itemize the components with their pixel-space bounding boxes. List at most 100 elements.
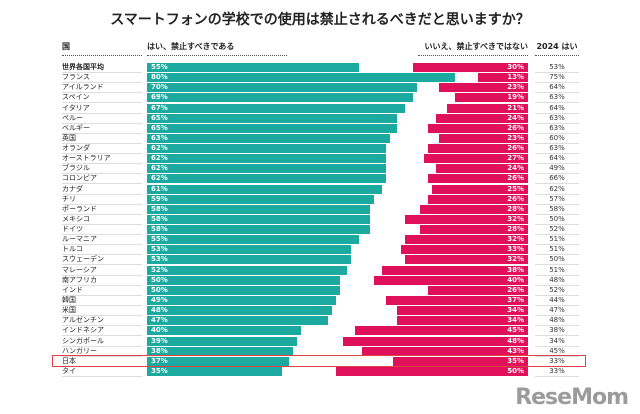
yes-bar: 55%	[147, 63, 359, 72]
no-bar: 21%	[447, 103, 528, 113]
yes-bar: 37%	[147, 356, 290, 366]
yes-bar: 58%	[147, 204, 371, 214]
prev-year-value: 38%	[535, 325, 579, 337]
country-label: スペイン	[62, 92, 142, 104]
highlight-box	[52, 355, 586, 368]
country-label: チリ	[62, 194, 142, 205]
no-bar: 27%	[424, 154, 528, 164]
prev-year-value: 57%	[535, 194, 579, 205]
yes-bar: 39%	[147, 336, 298, 346]
no-bar: 45%	[354, 326, 528, 336]
prev-year-value: 64%	[535, 153, 579, 165]
country-label: アルゼンチン	[62, 315, 142, 327]
no-bar: 35%	[393, 356, 528, 366]
yes-bar: 35%	[147, 366, 282, 376]
prev-year-value: 75%	[535, 72, 579, 84]
prev-year-value: 51%	[535, 244, 579, 256]
yes-bar: 40%	[147, 326, 301, 336]
prev-year-value: 62%	[535, 184, 579, 195]
no-bar: 26%	[427, 194, 528, 204]
country-label: タイ	[62, 366, 142, 377]
header-country: 国	[62, 41, 142, 56]
yes-bar: 63%	[147, 133, 390, 143]
no-bar: 26%	[427, 123, 528, 133]
yes-bar: 62%	[147, 154, 386, 164]
yes-bar: 53%	[147, 255, 352, 265]
country-label: コロンビア	[62, 173, 142, 185]
yes-bar: 69%	[147, 93, 413, 103]
prev-year-value: 51%	[535, 234, 579, 246]
country-label: ドイツ	[62, 224, 142, 236]
prev-year-value: 58%	[535, 204, 579, 215]
country-label: 英国	[62, 133, 142, 144]
country-label: インド	[62, 285, 142, 296]
country-label: インドネシア	[62, 325, 142, 337]
prev-year-value: 34%	[535, 336, 579, 347]
country-label: オランダ	[62, 143, 142, 155]
country-label: 米国	[62, 305, 142, 317]
yes-bar: 48%	[147, 306, 332, 316]
yes-bar: 38%	[147, 346, 294, 356]
no-bar: 24%	[435, 164, 528, 174]
no-bar: 28%	[420, 225, 528, 235]
country-label: シンガポール	[62, 336, 142, 347]
prev-year-value: 63%	[535, 92, 579, 104]
country-label: 韓国	[62, 295, 142, 306]
no-bar: 30%	[412, 63, 528, 72]
yes-bar: 80%	[147, 73, 455, 83]
yes-bar: 62%	[147, 164, 386, 174]
yes-bar: 58%	[147, 225, 371, 235]
yes-bar: 61%	[147, 184, 382, 194]
resemom-logo: ReseMom	[515, 385, 629, 410]
prev-year-value: 63%	[535, 113, 579, 124]
no-bar: 37%	[385, 295, 528, 305]
no-bar: 32%	[404, 235, 528, 245]
country-label: トルコ	[62, 244, 142, 256]
yes-bar: 65%	[147, 123, 398, 133]
prev-year-value: 52%	[535, 285, 579, 296]
no-bar: 26%	[427, 144, 528, 154]
prev-year-value: 50%	[535, 254, 579, 266]
country-label: スウェーデン	[62, 254, 142, 266]
prev-year-value: 48%	[535, 315, 579, 327]
no-bar: 34%	[397, 306, 528, 316]
prev-year-value: 49%	[535, 163, 579, 175]
yes-bar: 50%	[147, 285, 340, 295]
no-bar: 34%	[397, 316, 528, 326]
prev-year-value: 52%	[535, 224, 579, 236]
no-bar: 13%	[477, 73, 528, 83]
country-label: マレーシア	[62, 265, 142, 276]
yes-bar: 67%	[147, 103, 405, 113]
no-bar: 32%	[404, 255, 528, 265]
prev-year-value: 50%	[535, 214, 579, 225]
country-label: イタリア	[62, 103, 142, 114]
country-label: ルーマニア	[62, 234, 142, 246]
yes-bar: 59%	[147, 194, 375, 204]
no-bar: 25%	[431, 184, 528, 194]
country-label: オーストラリア	[62, 153, 142, 165]
no-bar: 33%	[400, 245, 528, 255]
country-label: カナダ	[62, 184, 142, 195]
prev-year-value: 51%	[535, 265, 579, 276]
no-bar: 26%	[427, 174, 528, 184]
prev-year-value: 48%	[535, 275, 579, 286]
yes-bar: 62%	[147, 144, 386, 154]
prev-year-value: 33%	[535, 366, 579, 377]
country-label: フランス	[62, 72, 142, 84]
yes-bar: 49%	[147, 295, 336, 305]
no-bar: 50%	[335, 366, 528, 376]
no-bar: 19%	[454, 93, 528, 103]
country-label: メキシコ	[62, 214, 142, 225]
country-label: 南アフリカ	[62, 275, 142, 286]
header-no: いいえ、禁止すべきではない	[418, 41, 528, 56]
prev-year-value: 53%	[535, 62, 579, 73]
header-yes: はい、禁止すべきである	[147, 41, 287, 56]
no-bar: 28%	[420, 204, 528, 214]
yes-bar: 70%	[147, 83, 417, 93]
country-label: ブラジル	[62, 163, 142, 175]
yes-bar: 52%	[147, 265, 348, 275]
country-label: ポーランド	[62, 204, 142, 215]
no-bar: 38%	[381, 265, 528, 275]
prev-year-value: 63%	[535, 143, 579, 155]
chart-title: スマートフォンの学校での使用は禁止されるべきだと思いますか？	[110, 12, 530, 28]
